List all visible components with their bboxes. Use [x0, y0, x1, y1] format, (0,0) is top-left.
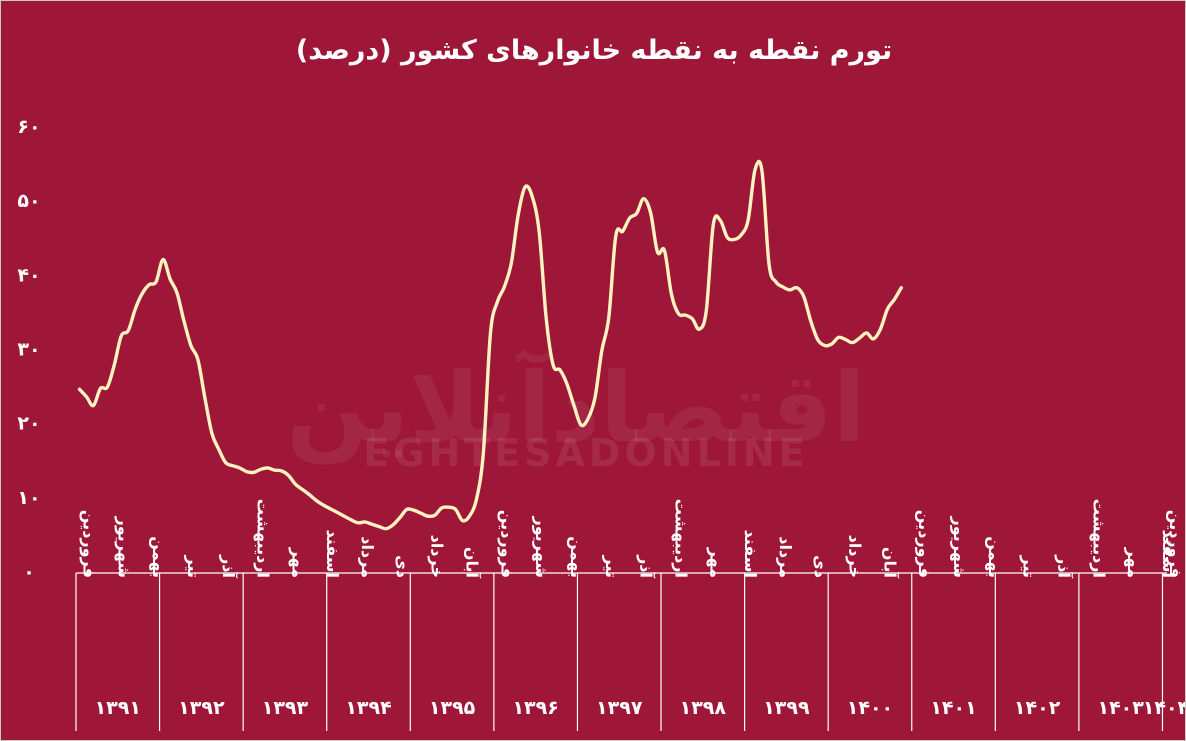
- month-tick-label: مهر: [1124, 547, 1143, 578]
- year-label: ۱۳۹۸: [680, 697, 727, 719]
- y-axis: ۰ ۱۰ ۲۰ ۳۰ ۴۰ ۵۰ ۶۰: [17, 116, 40, 583]
- month-tick-label: تیر: [184, 555, 203, 579]
- month-tick-label: دی: [811, 555, 830, 578]
- month-tick-label: آذر: [219, 554, 239, 578]
- year-label: ۱۳۹۶: [512, 697, 558, 719]
- year-label: ۱۳۹۵: [429, 697, 476, 719]
- y-tick-label: ۰: [23, 561, 35, 583]
- month-tick-label: مهر: [706, 547, 725, 578]
- month-tick-label: شهریور: [114, 516, 133, 579]
- year-label: ۱۴۰۲: [1014, 697, 1061, 719]
- month-tick-label: آذر: [637, 554, 657, 578]
- month-tick-label: بهمن: [149, 536, 168, 578]
- y-tick-label: ۳۰: [17, 339, 40, 361]
- month-tick-label: دی: [393, 555, 412, 578]
- month-tick-label: اردیبهشت: [671, 499, 690, 578]
- year-label: ۱۳۹۹: [763, 697, 810, 719]
- year-label: ۱۴۰۰: [847, 697, 893, 719]
- month-tick-label: تیر: [1020, 555, 1039, 579]
- month-tick-label: خرداد: [428, 535, 447, 578]
- month-tick-label: اردیبهشت: [1089, 499, 1108, 578]
- month-tick-label: فروردین: [915, 510, 934, 578]
- y-tick-label: ۶۰: [17, 116, 40, 138]
- month-tick-label: بهمن: [985, 536, 1004, 578]
- month-tick-label: اسفند: [1159, 529, 1178, 578]
- month-tick-label: اسفند: [741, 529, 760, 578]
- month-tick-label: تیر: [602, 555, 621, 579]
- watermark: اقتصادآنلاین EGHTESADONLINE: [286, 349, 865, 475]
- year-label: ۱۳۹۴: [345, 697, 391, 719]
- y-tick-label: ۲۰: [17, 413, 40, 435]
- month-tick-label: فروردین: [1166, 510, 1185, 578]
- month-tick-label: آبان: [880, 547, 900, 579]
- month-tick-label: شهریور: [950, 516, 969, 579]
- y-tick-label: ۴۰: [17, 264, 40, 286]
- month-tick-label: شهریور: [532, 516, 551, 579]
- month-tick-label: مرداد: [358, 536, 377, 578]
- plot-area: [77, 159, 903, 531]
- chart-title: تورم نقطه به نقطه خانوارهای کشور (درصد): [296, 35, 892, 66]
- month-tick-label: آذر: [1055, 554, 1075, 578]
- year-label: ۱۴۰۱: [930, 697, 976, 719]
- year-label: ۱۳۹۲: [178, 697, 225, 719]
- year-label: ۱۴۰۴: [1143, 697, 1185, 719]
- year-label: ۱۳۹۳: [262, 697, 309, 719]
- month-tick-label: آبان: [463, 547, 483, 579]
- month-tick-label: مرداد: [776, 536, 795, 578]
- month-tick-label: اسفند: [323, 529, 342, 578]
- year-label: ۱۳۹۱: [95, 697, 141, 719]
- watermark-brand: EGHTESADONLINE: [363, 431, 808, 475]
- month-tick-label: اردیبهشت: [254, 499, 273, 578]
- year-label: ۱۴۰۳: [1097, 697, 1144, 719]
- month-tick-label: فروردین: [79, 510, 98, 578]
- y-tick-label: ۱۰: [17, 487, 40, 509]
- month-tick-label: بهمن: [567, 536, 586, 578]
- y-tick-label: ۵۰: [17, 190, 40, 212]
- month-tick-label: فروردین: [497, 510, 516, 578]
- inflation-series-line: [77, 159, 903, 531]
- month-tick-label: خرداد: [846, 535, 865, 578]
- x-axis: ۱۳۹۱ ۱۳۹۲ ۱۳۹۳ ۱۳۹۴ ۱۳۹۵ ۱۳۹۶ ۱۳۹۷ ۱۳۹۸ ۱۳۹۹ ۱۴۰۰…: [75, 499, 1185, 731]
- month-tick-label: مهر: [288, 547, 307, 578]
- year-label: ۱۳۹۷: [596, 697, 643, 719]
